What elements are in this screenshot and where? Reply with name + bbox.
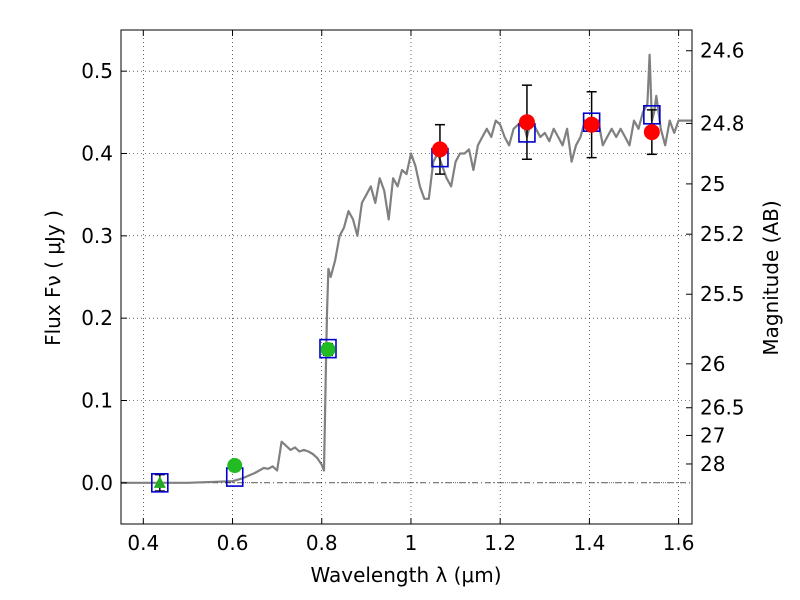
plot-frame [120, 29, 693, 525]
y-axis-label: Flux Fν ( μJy ) [41, 210, 65, 346]
y-tick-label: 0.5 [81, 59, 113, 83]
y2-tick-label: 28 [700, 452, 725, 476]
data-markers [151, 105, 661, 493]
y2-axis-label: Magnitude (AB) [759, 200, 783, 355]
x-tick-label: 0.4 [127, 531, 159, 555]
model-flux-square [643, 105, 661, 125]
y2-tick-label: 26.5 [700, 396, 745, 420]
upper-limit-triangle [153, 475, 166, 488]
y2-tick-label: 27 [700, 423, 725, 447]
y-tick-labels: 0.0 0.1 0.2 0.3 0.4 0.5 [81, 59, 113, 495]
x-tick-label: 1.2 [484, 531, 516, 555]
model-spectrum-line [121, 53, 692, 484]
grid [121, 30, 692, 524]
y2-tick-label: 24.6 [700, 39, 745, 63]
model-flux-square [319, 338, 337, 359]
nir-detection-point [583, 116, 600, 133]
y-tick-label: 0.2 [81, 306, 113, 330]
axis-ticks [121, 30, 692, 524]
x-tick-label: 1.6 [663, 531, 695, 555]
x-tick-label: 0.8 [306, 531, 338, 555]
error-bars [154, 84, 657, 492]
y2-tick-label: 25 [700, 172, 725, 196]
y2-tick-label: 26 [700, 352, 725, 376]
x-tick-label: 1 [405, 531, 418, 555]
y2-tick-label: 24.8 [700, 111, 745, 135]
y2-tick-label: 25.5 [700, 282, 745, 306]
nir-detection-point [431, 141, 448, 158]
y2-tick-labels: 24.6 24.8 25 25.2 25.5 26 26.5 27 28 [700, 39, 745, 476]
model-spectrum [121, 53, 692, 484]
y2-tick-label: 25.2 [700, 222, 745, 246]
x-axis-label: Wavelength λ (μm) [310, 563, 501, 587]
y-tick-label: 0.3 [81, 224, 113, 248]
y-tick-label: 0.1 [81, 389, 113, 413]
y-tick-label: 0.4 [81, 142, 113, 166]
nir-detection-point [518, 114, 535, 131]
x-tick-labels: 0.4 0.6 0.8 1 1.2 1.4 1.6 [127, 531, 694, 555]
model-flux-square [151, 473, 169, 493]
optical-detection-point [320, 341, 336, 357]
x-tick-label: 0.6 [217, 531, 249, 555]
optical-detection-point [227, 458, 243, 474]
x-tick-label: 1.4 [573, 531, 605, 555]
nir-detection-point [643, 124, 660, 141]
y-tick-label: 0.0 [81, 471, 113, 495]
